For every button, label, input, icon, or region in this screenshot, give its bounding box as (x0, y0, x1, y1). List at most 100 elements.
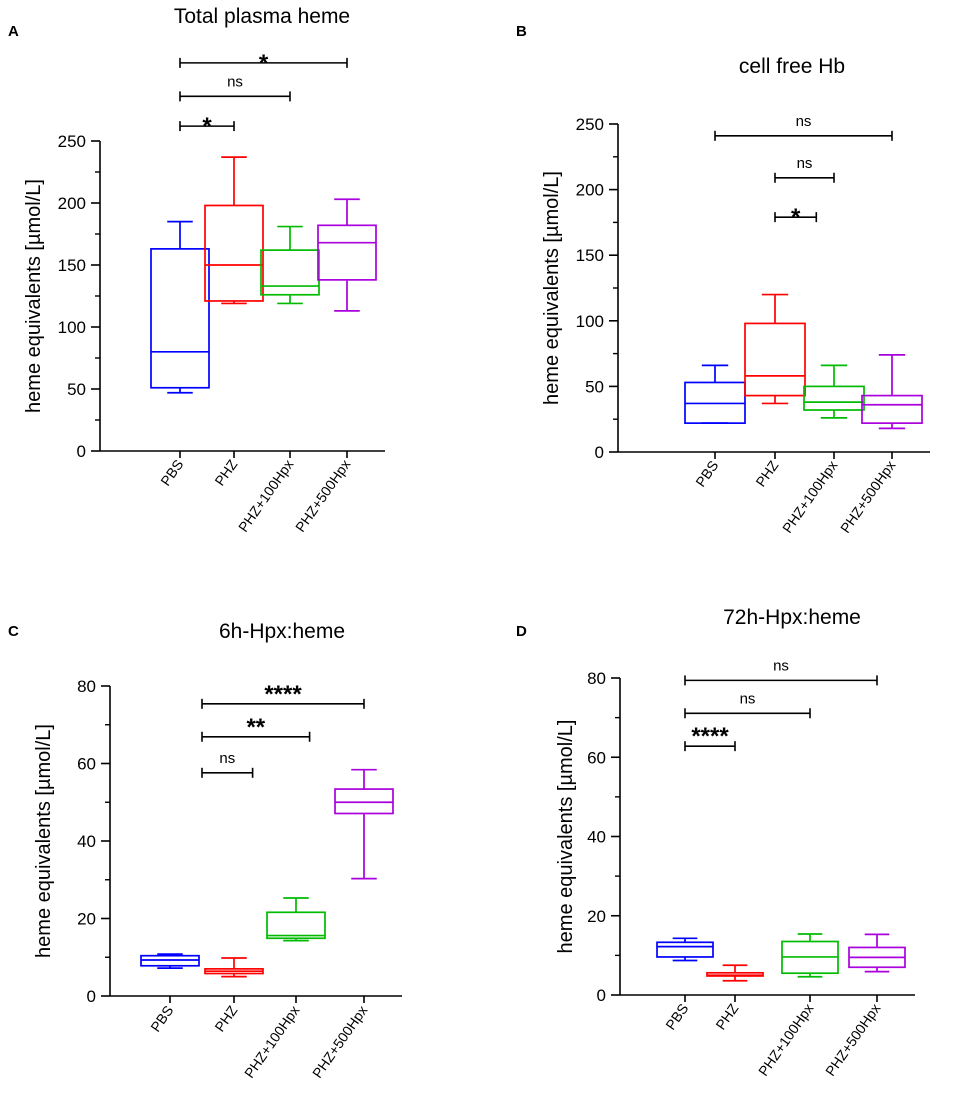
panel-label: B (516, 23, 527, 40)
x-tick-label-phz: PHZ (712, 1000, 741, 1032)
box-pbs (150, 220, 210, 394)
y-tick-label: 150 (576, 246, 604, 265)
significance-bracket (684, 708, 811, 719)
y-tick-label: 40 (587, 828, 606, 847)
significance-label: ns (796, 113, 812, 130)
y-tick-label: 0 (595, 443, 604, 462)
significance-bracket (201, 767, 254, 778)
significance-label: ** (246, 714, 265, 741)
y-tick-label: 250 (58, 132, 86, 151)
box-phz-500hpx (317, 198, 377, 312)
box-iqr (317, 224, 377, 281)
y-axis-label: heme equivalents [µmol/L] (541, 171, 563, 405)
y-tick-label: 20 (587, 907, 606, 926)
significance-bracket (684, 741, 736, 752)
box-iqr (861, 394, 923, 424)
box-phz-500hpx (848, 933, 906, 973)
y-axis-label: heme equivalents [µmol/L] (33, 724, 55, 958)
y-tick-label: 250 (576, 115, 604, 134)
y-tick-label: 100 (58, 318, 86, 337)
box-iqr (150, 248, 210, 389)
box-iqr (803, 385, 865, 411)
significance-label: **** (264, 681, 302, 708)
significance-bracket (201, 731, 311, 742)
significance-label: ns (773, 657, 789, 674)
significance-bracket (179, 91, 291, 102)
box-phz-100hpx (260, 225, 320, 305)
box-pbs (140, 953, 200, 969)
significance-bracket (179, 121, 235, 132)
x-tick-label-pbs: PBS (662, 1001, 691, 1033)
box-pbs (684, 364, 746, 424)
panel-label: A (8, 23, 19, 40)
box-iqr (744, 322, 806, 397)
significance-bracket (179, 57, 348, 68)
x-tick-label-phz-100hpx: PHZ+100Hpx (779, 458, 841, 536)
box-iqr (204, 204, 264, 302)
significance-label: ns (740, 690, 756, 707)
y-tick-label: 150 (58, 256, 86, 275)
x-tick-label-pbs: PBS (157, 457, 186, 489)
box-phz (204, 957, 264, 978)
significance-bracket (684, 675, 878, 686)
significance-bracket (714, 130, 893, 141)
box-phz-500hpx (861, 354, 923, 430)
significance-label: ns (797, 155, 813, 172)
significance-bracket (774, 172, 835, 183)
significance-label: * (202, 113, 212, 140)
x-tick-label-phz: PHZ (752, 457, 781, 489)
panel-a: A Total plasma heme heme equivalents [µmol… (8, 5, 385, 535)
y-tick-label: 80 (587, 669, 606, 688)
box-iqr (334, 788, 394, 815)
chart-title: 6h-Hpx:heme (219, 620, 345, 643)
box-phz-500hpx (334, 768, 394, 880)
x-tick-label-phz-500hpx: PHZ+500Hpx (292, 457, 354, 535)
chart-title: 72h-Hpx:heme (723, 606, 861, 629)
y-tick-label: 0 (77, 442, 86, 461)
x-tick-label-phz-100hpx: PHZ+100Hpx (235, 457, 297, 535)
significance-label: * (259, 50, 269, 77)
y-tick-label: 100 (576, 312, 604, 331)
panel-label: D (516, 623, 527, 640)
x-tick-label-phz: PHZ (211, 1002, 240, 1034)
y-tick-label: 0 (87, 987, 96, 1006)
box-phz-100hpx (781, 933, 839, 978)
y-tick-label: 40 (77, 832, 96, 851)
x-tick-label-phz: PHZ (211, 456, 240, 488)
y-axis-label: heme equivalents [µmol/L] (555, 720, 577, 954)
x-tick-label-pbs: PBS (147, 1003, 176, 1035)
y-axis-label: heme equivalents [µmol/L] (23, 179, 45, 413)
x-tick-label-pbs: PBS (692, 458, 721, 490)
y-tick-label: 200 (576, 181, 604, 200)
y-tick-label: 50 (585, 377, 604, 396)
significance-label: * (791, 204, 801, 231)
y-tick-label: 60 (587, 748, 606, 767)
y-tick-label: 80 (77, 677, 96, 696)
box-phz (744, 293, 806, 405)
significance-label: ns (227, 73, 243, 90)
y-tick-label: 0 (597, 986, 606, 1005)
significance-label: **** (691, 723, 729, 750)
panel-d: D 72h-Hpx:heme heme equivalents [µmol/L] 0 2… (516, 606, 915, 1079)
x-tick-label-phz-100hpx: PHZ+100Hpx (241, 1003, 303, 1081)
y-tick-label: 200 (58, 194, 86, 213)
significance-bracket (201, 698, 365, 709)
box-phz-100hpx (803, 364, 865, 419)
significance-bracket (774, 212, 818, 223)
y-tick-label: 20 (77, 910, 96, 929)
y-tick-label: 50 (67, 380, 86, 399)
panel-c: C 6h-Hpx:heme heme equivalents [µmol/L] 0 20… (8, 620, 402, 1081)
box-iqr (266, 911, 326, 940)
panel-label: C (8, 623, 19, 640)
x-tick-label-phz-500hpx: PHZ+500Hpx (822, 1001, 884, 1079)
y-tick-label: 60 (77, 755, 96, 774)
x-tick-label-phz-500hpx: PHZ+500Hpx (309, 1003, 371, 1081)
chart-title: Total plasma heme (174, 5, 350, 28)
x-tick-label-phz-500hpx: PHZ+500Hpx (837, 458, 899, 536)
significance-label: ns (219, 750, 235, 767)
chart-title: cell free Hb (739, 55, 845, 78)
box-phz (706, 964, 764, 982)
box-pbs (656, 937, 714, 962)
